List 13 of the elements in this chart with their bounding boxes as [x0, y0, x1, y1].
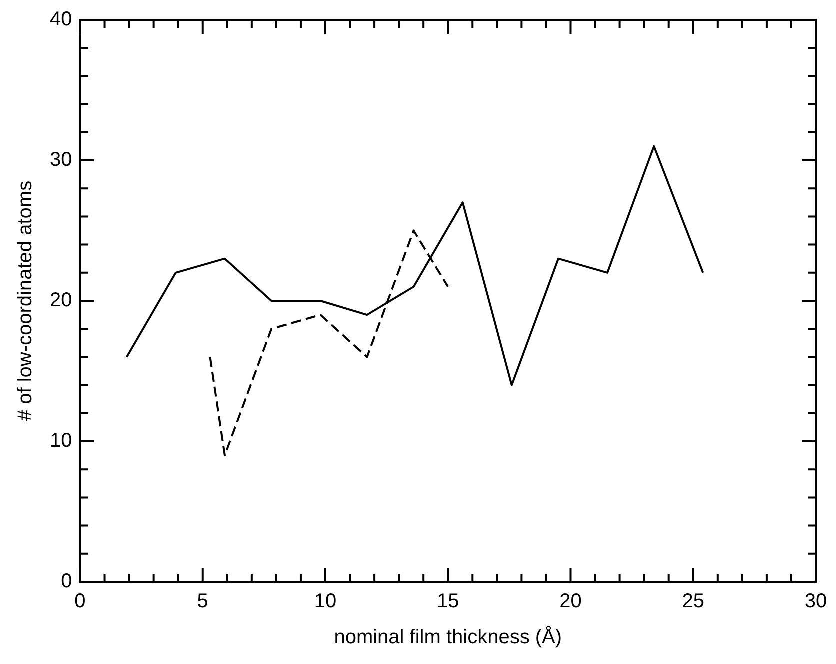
- x-tick-label: 20: [560, 590, 582, 613]
- x-tick-label: 15: [437, 590, 460, 613]
- x-tick-label: 5: [197, 590, 208, 613]
- y-tick-label: 0: [61, 570, 72, 593]
- x-tick-label: 10: [314, 590, 337, 613]
- y-tick-label: 30: [50, 149, 72, 172]
- y-tick-label: 40: [50, 8, 72, 31]
- y-tick-label: 10: [50, 430, 72, 452]
- x-axis-title: nominal film thickness (Å): [334, 626, 562, 649]
- y-tick-label: 20: [50, 290, 72, 312]
- y-axis-title: # of low-coordinated atoms: [14, 180, 37, 422]
- x-tick-label: 25: [682, 590, 704, 613]
- x-tick-label: 30: [804, 590, 828, 613]
